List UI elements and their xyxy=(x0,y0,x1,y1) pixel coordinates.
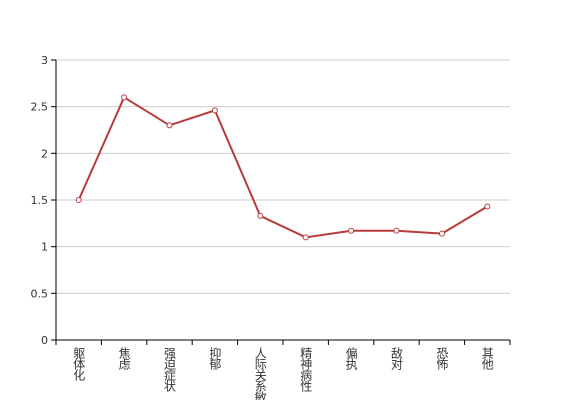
y-tick-label: 1.5 xyxy=(31,194,49,207)
point xyxy=(302,234,309,241)
y-tick-label: 3 xyxy=(41,54,48,67)
point xyxy=(393,227,400,234)
x-tick-label: 其他 xyxy=(480,347,494,370)
line xyxy=(77,95,488,239)
y-tick-label: 0.5 xyxy=(31,287,49,300)
x-tick-label: 精神病性 xyxy=(299,347,313,393)
x-tick-label: 恐怖 xyxy=(435,347,449,370)
point xyxy=(75,197,82,203)
x-tick-label: 敌对 xyxy=(390,346,404,370)
point xyxy=(166,122,173,129)
x-tick-label: 焦虑 xyxy=(117,347,131,370)
point xyxy=(484,203,491,210)
y-tick-label: 2.5 xyxy=(31,101,49,114)
y-tick-label: 1 xyxy=(41,241,48,254)
x-tick-label: 强迫症状 xyxy=(163,347,177,392)
point xyxy=(438,230,445,237)
y-tick-label: 0 xyxy=(41,334,48,347)
x-tick-label: 抑郁 xyxy=(208,346,222,371)
x-tick-label: 偏执 xyxy=(344,346,358,371)
point xyxy=(348,227,355,234)
x-tick-label: 躯体化 xyxy=(72,346,86,382)
point xyxy=(257,212,264,219)
point xyxy=(121,94,128,101)
y-tick-label: 2 xyxy=(41,147,48,160)
x-tick-label: 人际关系敏感 xyxy=(253,347,267,400)
point xyxy=(211,107,218,114)
